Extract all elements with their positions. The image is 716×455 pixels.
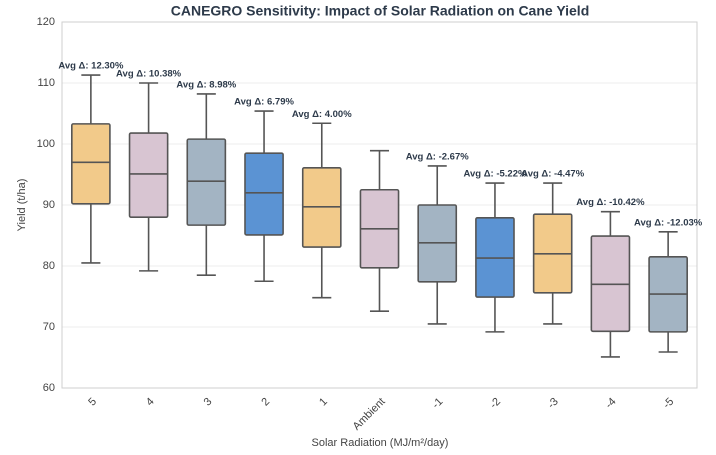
y-tick-label: 80 xyxy=(43,260,55,272)
annotation: Avg Δ: 10.38% xyxy=(116,69,182,80)
chart-title: CANEGRO Sensitivity: Impact of Solar Rad… xyxy=(171,3,590,19)
annotation: Avg Δ: 8.98% xyxy=(176,79,236,90)
x-tick-label: -1 xyxy=(430,396,445,411)
annotation: Avg Δ: 6.79% xyxy=(234,97,294,108)
x-axis-label: Solar Radiation (MJ/m²/day) xyxy=(312,437,449,449)
plot-frame xyxy=(61,21,698,389)
annotation: Avg Δ: 4.00% xyxy=(292,109,352,120)
annotation: Avg Δ: -4.47% xyxy=(521,169,585,180)
annotation: Avg Δ: -5.22% xyxy=(463,169,527,180)
y-tick-label: 120 xyxy=(37,16,55,28)
box xyxy=(244,152,284,236)
x-tick-label: -2 xyxy=(488,396,503,411)
y-tick-label: 110 xyxy=(37,77,55,89)
box xyxy=(71,123,111,205)
y-axis-label: Yield (t/ha) xyxy=(16,179,28,232)
x-tick-label: 5 xyxy=(86,396,99,409)
annotation: Avg Δ: 12.30% xyxy=(58,61,124,72)
annotation: Avg Δ: -10.42% xyxy=(576,197,645,208)
y-tick-label: 60 xyxy=(43,382,55,394)
x-tick-label: -5 xyxy=(661,396,676,411)
x-tick-label: 2 xyxy=(259,396,272,409)
x-tick-label: -3 xyxy=(545,396,560,411)
y-tick-label: 70 xyxy=(43,321,55,333)
annotation: Avg Δ: -2.67% xyxy=(406,151,470,162)
box xyxy=(186,138,227,226)
x-tick-label: -4 xyxy=(603,396,618,411)
x-tick-label: 3 xyxy=(202,396,215,409)
box xyxy=(128,132,169,219)
annotation: Avg Δ: -12.03% xyxy=(634,217,703,228)
y-tick-label: 90 xyxy=(43,199,55,211)
x-tick-label: Ambient xyxy=(351,396,388,433)
x-tick-label: 1 xyxy=(317,396,330,409)
x-tick-label: 4 xyxy=(144,396,157,409)
y-tick-label: 100 xyxy=(37,138,55,150)
